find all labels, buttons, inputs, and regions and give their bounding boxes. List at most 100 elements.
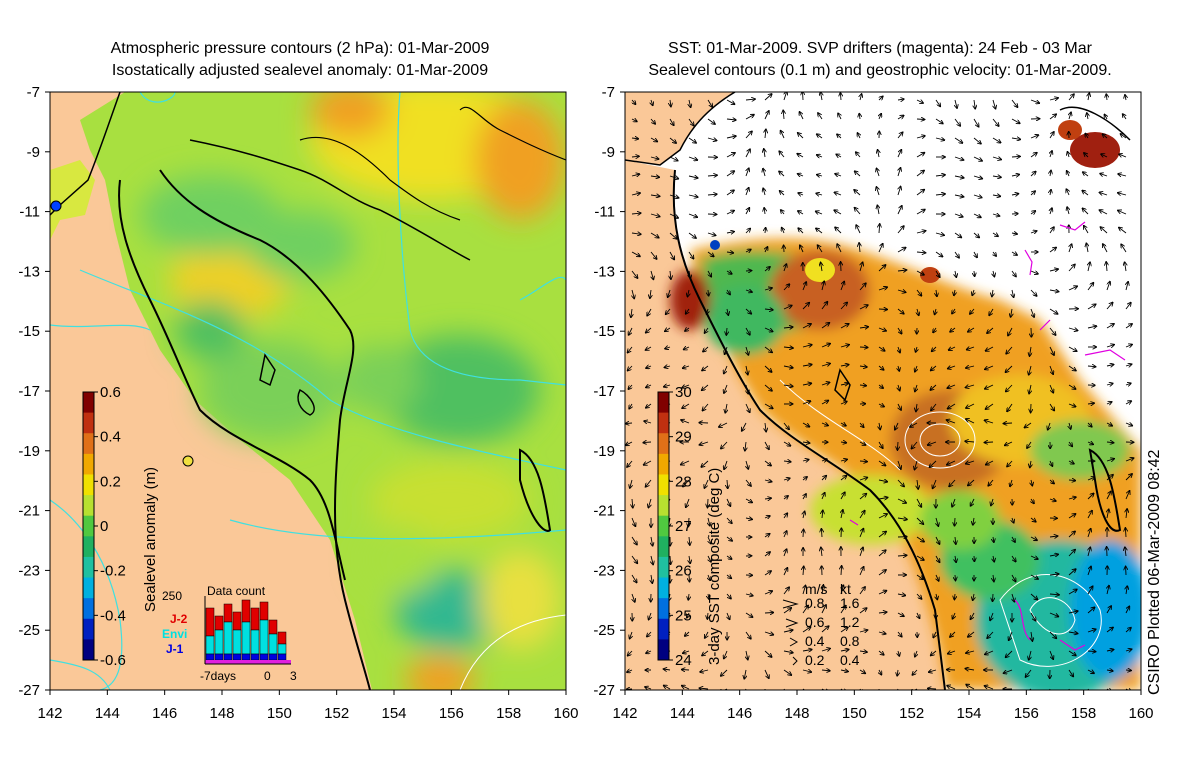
- velocity-arrow: [840, 324, 849, 329]
- velocity-arrow: [721, 669, 728, 676]
- velocity-arrow: [702, 384, 709, 390]
- data-count-bar-j2: [241, 599, 251, 623]
- velocity-arrow: [955, 536, 956, 544]
- velocity-arrow: [1087, 567, 1091, 576]
- velocity-arrow: [670, 270, 671, 279]
- velocity-arrow: [798, 174, 804, 176]
- velocity-arrow: [877, 169, 880, 177]
- right-ytick-label: -23: [593, 562, 615, 579]
- velocity-arrow: [992, 195, 1000, 196]
- right-colorbar-swatch: [658, 495, 669, 517]
- data-count-bar-envi: [214, 629, 224, 655]
- velocity-arrow: [802, 477, 807, 480]
- velocity-arrow: [1088, 262, 1090, 272]
- velocity-arrow: [965, 441, 975, 442]
- velocity-arrow: [993, 270, 994, 277]
- velocity-key-arrow: [792, 656, 798, 666]
- velocity-arrow: [724, 460, 728, 469]
- velocity-arrow: [646, 327, 652, 333]
- velocity-arrow: [1106, 689, 1111, 690]
- velocity-arrow: [1049, 269, 1058, 271]
- velocity-arrow: [1027, 441, 1032, 448]
- velocity-arrow: [949, 479, 956, 486]
- right-colorbar-swatch: [658, 433, 669, 455]
- velocity-arrow: [1049, 114, 1056, 120]
- velocity-arrow: [1004, 423, 1013, 424]
- velocity-arrow: [688, 251, 694, 259]
- velocity-arrow: [708, 498, 709, 507]
- velocity-arrow: [916, 555, 924, 560]
- velocity-arrow: [726, 232, 734, 233]
- velocity-arrow: [707, 175, 717, 176]
- velocity-arrow: [746, 650, 748, 660]
- data-count-bar-envi: [205, 635, 215, 655]
- velocity-arrow: [632, 289, 634, 298]
- velocity-arrow: [1125, 364, 1132, 366]
- velocity-arrow: [897, 441, 898, 450]
- velocity-arrow: [898, 650, 899, 656]
- velocity-arrow: [947, 686, 956, 690]
- velocity-arrow: [916, 289, 921, 296]
- velocity-arrow: [837, 244, 842, 253]
- velocity-arrow: [917, 612, 920, 618]
- coastline: [50, 92, 566, 690]
- velocity-arrow: [916, 270, 924, 275]
- velocity-arrow: [859, 114, 860, 120]
- velocity-arrow: [1030, 537, 1037, 540]
- data-count-bar-j1: [241, 653, 251, 661]
- velocity-key-arrow: [782, 599, 799, 609]
- velocity-arrow: [1006, 346, 1013, 354]
- velocity-arrow: [646, 479, 652, 487]
- data-count-bar-j2: [268, 619, 278, 635]
- velocity-arrow: [1012, 593, 1014, 602]
- velocity-key-ms: 0.2: [805, 652, 825, 668]
- velocity-arrow: [840, 492, 845, 500]
- velocity-arrow: [916, 252, 925, 253]
- velocity-arrow: [802, 324, 811, 329]
- velocity-arrow: [746, 365, 748, 375]
- left-colorbar-swatch: [83, 474, 94, 496]
- velocity-arrow: [935, 194, 945, 195]
- velocity-arrow: [840, 442, 846, 443]
- left-colorbar-label: Sealevel anomaly (m): [142, 466, 159, 612]
- velocity-arrow: [650, 176, 659, 177]
- left-colorbar-swatch: [83, 412, 94, 434]
- velocity-arrow: [1049, 480, 1054, 484]
- velocity-key-kt: 0.8: [840, 633, 860, 649]
- velocity-arrow: [764, 441, 769, 449]
- right-xtick-label: 152: [899, 705, 924, 722]
- velocity-arrow: [841, 510, 843, 519]
- velocity-arrow: [992, 118, 999, 126]
- velocity-arrow: [727, 479, 728, 488]
- velocity-arrow: [878, 498, 888, 500]
- right-xtick-label: 154: [956, 705, 981, 722]
- velocity-arrow: [1106, 365, 1114, 367]
- velocity-arrow: [745, 631, 751, 639]
- velocity-arrow: [664, 385, 671, 387]
- velocity-arrow: [1082, 191, 1089, 196]
- velocity-arrow: [626, 442, 633, 445]
- velocity-arrow: [954, 214, 963, 217]
- velocity-arrow: [860, 422, 864, 427]
- velocity-arrow: [993, 574, 994, 581]
- velocity-arrow: [745, 131, 752, 139]
- velocity-arrow: [1030, 191, 1035, 196]
- velocity-arrow: [821, 302, 827, 310]
- left-colorbar-tick-label: -0.6: [100, 652, 126, 669]
- velocity-arrow: [764, 309, 773, 310]
- velocity-arrow: [967, 347, 975, 350]
- velocity-arrow: [803, 92, 804, 101]
- velocity-arrow: [689, 574, 690, 582]
- velocity-arrow: [1068, 531, 1075, 538]
- velocity-arrow: [1118, 193, 1127, 195]
- velocity-arrow: [992, 137, 1001, 143]
- left-colorbar-ticks: 0.6 0.4 0.2 0 -0.2 -0.4 -0.6: [94, 384, 126, 669]
- velocity-arrow: [647, 308, 652, 316]
- data-count-timeline: [205, 660, 291, 664]
- velocity-arrow: [1011, 118, 1020, 123]
- left-colorbar: 0.6 0.4 0.2 0 -0.2 -0.4 -0.6: [82, 384, 126, 669]
- velocity-arrow: [764, 650, 772, 657]
- velocity-arrow: [721, 441, 728, 449]
- velocity-arrow: [689, 536, 690, 545]
